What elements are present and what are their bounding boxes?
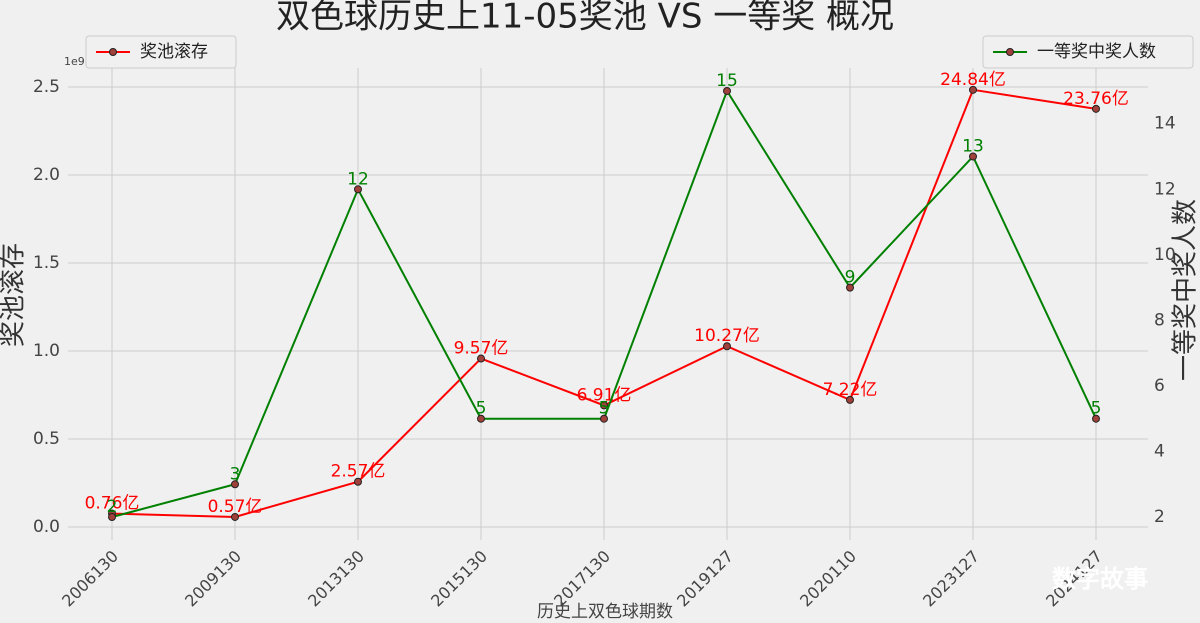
y-tick-label: 1.0 xyxy=(33,341,60,361)
legend-label: 一等奖中奖人数 xyxy=(1037,42,1156,62)
point xyxy=(846,395,854,404)
point xyxy=(600,401,608,410)
watermark: 数字故事 xyxy=(1052,565,1148,593)
y-tick-label: 1.5 xyxy=(33,253,60,273)
data-label: 9.57亿 xyxy=(454,339,509,359)
point xyxy=(354,185,362,194)
data-label: 10.27亿 xyxy=(694,326,760,346)
y2-tick-label: 14 xyxy=(1154,114,1176,134)
x-axis-label: 历史上双色球期数 xyxy=(537,602,673,622)
data-label: 0.57亿 xyxy=(208,497,263,517)
point xyxy=(1092,414,1100,423)
y2-tick-label: 12 xyxy=(1154,179,1176,199)
point xyxy=(969,85,977,94)
data-label: 5 xyxy=(1091,399,1102,419)
data-label: 2.57亿 xyxy=(331,462,386,482)
y-axis-label: 奖池滚存 xyxy=(0,243,29,347)
y2-tick-label: 8 xyxy=(1154,310,1165,330)
legend-box xyxy=(85,35,237,69)
point xyxy=(231,512,239,521)
data-label: 9 xyxy=(845,268,856,288)
data-label: 7.22亿 xyxy=(823,380,878,400)
point xyxy=(477,354,485,363)
data-label: 13 xyxy=(962,137,984,157)
point xyxy=(600,414,608,423)
y-tick-label: 0.5 xyxy=(33,429,60,449)
point xyxy=(723,86,731,95)
y2-axis-label: 一等奖中奖人数 xyxy=(1171,199,1200,381)
data-label: 23.76亿 xyxy=(1063,89,1129,109)
y2-tick-label: 6 xyxy=(1154,376,1165,396)
data-label: 15 xyxy=(716,71,738,91)
data-label: 6.91亿 xyxy=(577,385,632,405)
data-label: 5 xyxy=(476,399,487,419)
point xyxy=(108,513,116,522)
y-offset-label: 1e9 xyxy=(64,55,85,68)
y-tick-label: 0.0 xyxy=(33,517,60,537)
legend-marker xyxy=(1006,48,1014,56)
y2-tick-label: 2 xyxy=(1154,507,1165,527)
y-tick-label: 2.5 xyxy=(33,77,60,97)
point xyxy=(969,152,977,161)
point xyxy=(846,283,854,292)
data-label: 24.84亿 xyxy=(940,70,1006,90)
point xyxy=(354,477,362,486)
y2-tick-label: 4 xyxy=(1154,442,1165,462)
data-label: 5 xyxy=(599,399,610,419)
data-label: 3 xyxy=(230,464,241,484)
legend-marker xyxy=(109,48,117,56)
point xyxy=(723,342,731,351)
chart-title: 双色球历史上11-05奖池 VS 一等奖 概况 xyxy=(276,0,894,37)
point xyxy=(1092,104,1100,113)
data-label: 12 xyxy=(347,169,369,189)
data-label: 2 xyxy=(107,497,118,517)
point xyxy=(477,414,485,423)
data-label: 0.76亿 xyxy=(85,494,140,514)
point xyxy=(231,480,239,489)
legend-box xyxy=(982,35,1194,69)
legend-label: 奖池滚存 xyxy=(140,42,208,62)
y-tick-label: 2.0 xyxy=(33,165,60,185)
y2-tick-label: 10 xyxy=(1154,245,1176,265)
